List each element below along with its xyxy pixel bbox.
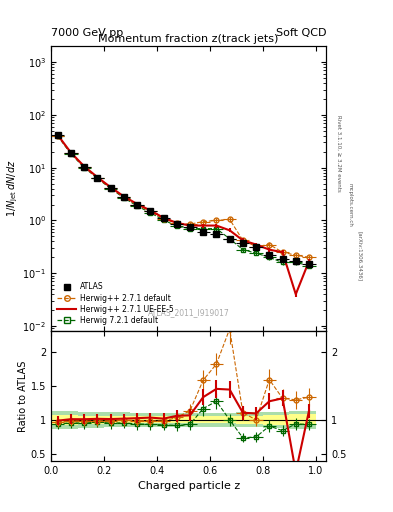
Text: mcplots.cern.ch: mcplots.cern.ch <box>348 183 353 227</box>
Text: 7000 GeV pp: 7000 GeV pp <box>51 28 123 38</box>
Text: Soft QCD: Soft QCD <box>276 28 326 38</box>
Legend: ATLAS, Herwig++ 2.7.1 default, Herwig++ 2.7.1 UE-EE-5, Herwig 7.2.1 default: ATLAS, Herwig++ 2.7.1 default, Herwig++ … <box>55 280 176 327</box>
Text: Rivet 3.1.10, ≥ 3.2M events: Rivet 3.1.10, ≥ 3.2M events <box>336 115 341 192</box>
Y-axis label: Ratio to ATLAS: Ratio to ATLAS <box>18 360 28 432</box>
X-axis label: Charged particle z: Charged particle z <box>138 481 240 491</box>
Y-axis label: $1/N_\mathrm{jet}\,dN/dz$: $1/N_\mathrm{jet}\,dN/dz$ <box>5 160 20 218</box>
Text: ATLAS_2011_I919017: ATLAS_2011_I919017 <box>148 308 230 317</box>
Title: Momentum fraction z(track jets): Momentum fraction z(track jets) <box>99 34 279 44</box>
Text: [arXiv:1306.3436]: [arXiv:1306.3436] <box>358 231 363 281</box>
